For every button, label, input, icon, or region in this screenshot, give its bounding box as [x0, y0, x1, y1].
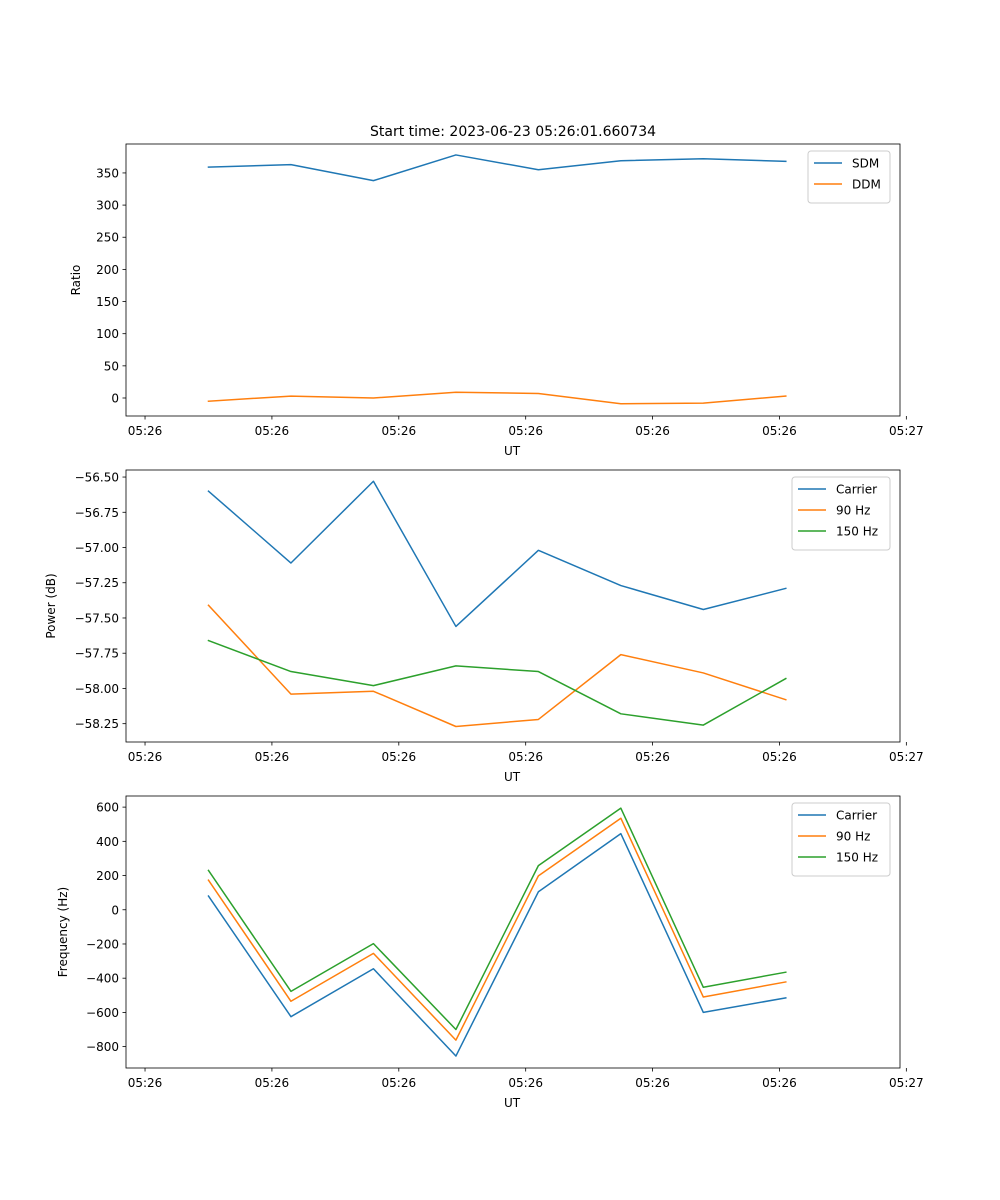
y-axis-label: Ratio	[69, 265, 83, 296]
legend-label: 150 Hz	[836, 851, 878, 865]
x-axis-label: UT	[504, 444, 521, 458]
legend-label: Carrier	[836, 483, 877, 497]
x-tick-label: 05:26	[382, 750, 417, 764]
legend-label: 150 Hz	[836, 525, 878, 539]
x-tick-label: 05:26	[255, 750, 290, 764]
series-line-90-hz	[207, 604, 787, 728]
legend: SDM DDM	[807, 150, 891, 204]
y-tick-label: −58.00	[75, 682, 119, 696]
series-line-carrier	[207, 480, 787, 628]
legend: Carrier 90 Hz 150 Hz	[791, 802, 891, 877]
figure-title: Start time: 2023-06-23 05:26:01.660734	[370, 124, 656, 140]
y-tick-label: 100	[96, 327, 119, 341]
y-tick-label: −56.50	[75, 471, 119, 485]
y-tick-label: 200	[96, 263, 119, 277]
y-tick-label: 150	[96, 295, 119, 309]
plot-frame	[125, 469, 901, 743]
legend-box	[807, 150, 891, 204]
series-line-ddm	[207, 391, 787, 405]
legend: Carrier 90 Hz 150 Hz	[791, 476, 891, 551]
y-tick-label: −57.50	[75, 611, 119, 625]
x-tick-label: 05:27	[889, 750, 924, 764]
x-axis-label: UT	[504, 1096, 521, 1110]
y-tick-label: −58.25	[75, 717, 119, 731]
y-tick-label: 400	[96, 835, 119, 849]
y-tick-label: −56.75	[75, 506, 119, 520]
x-tick-label: 05:26	[762, 424, 797, 438]
x-tick-label: 05:27	[889, 424, 924, 438]
y-axis-label: Power (dB)	[44, 573, 58, 638]
legend-label: DDM	[852, 178, 881, 192]
series-line-carrier	[207, 832, 787, 1057]
legend-label: SDM	[852, 157, 879, 171]
y-tick-label: 350	[96, 166, 119, 180]
series-line-90-hz	[207, 817, 787, 1041]
y-tick-label: 200	[96, 869, 119, 883]
y-tick-label: 50	[104, 359, 119, 373]
x-tick-label: 05:26	[128, 750, 163, 764]
x-tick-label: 05:26	[382, 424, 417, 438]
y-tick-label: −200	[86, 937, 119, 951]
chart-3: 05:26 05:26 05:26 05:26 05:26 05:26 05:27 −800 −…	[56, 795, 924, 1110]
y-tick-label: −400	[86, 972, 119, 986]
y-axis-label: Frequency (Hz)	[56, 887, 70, 978]
chart-2: 05:26 05:26 05:26 05:26 05:26 05:26 05:27 −58.2…	[44, 469, 924, 784]
x-tick-label: 05:26	[762, 750, 797, 764]
y-tick-label: −57.25	[75, 576, 119, 590]
y-tick-label: −57.00	[75, 541, 119, 555]
x-tick-label: 05:26	[382, 1076, 417, 1090]
x-tick-label: 05:26	[255, 1076, 290, 1090]
y-tick-label: −600	[86, 1006, 119, 1020]
series-line-sdm	[207, 154, 787, 182]
x-axis-label: UT	[504, 770, 521, 784]
series-line-150-hz	[207, 807, 787, 1031]
x-tick-label: 05:26	[635, 750, 670, 764]
x-tick-label: 05:26	[762, 1076, 797, 1090]
x-tick-label: 05:26	[635, 424, 670, 438]
plot-frame	[125, 143, 901, 417]
y-tick-label: 0	[111, 903, 119, 917]
x-tick-label: 05:26	[128, 1076, 163, 1090]
legend-label: 90 Hz	[836, 830, 870, 844]
y-tick-label: −800	[86, 1040, 119, 1054]
y-tick-label: 300	[96, 199, 119, 213]
plots-container: 05:26 05:26 05:26 05:26 05:26 05:26 05:27 0 50 10…	[44, 143, 924, 1110]
legend-label: 90 Hz	[836, 504, 870, 518]
x-tick-label: 05:26	[255, 424, 290, 438]
chart-1: 05:26 05:26 05:26 05:26 05:26 05:26 05:27 0 50 10…	[69, 143, 924, 458]
x-tick-label: 05:26	[635, 1076, 670, 1090]
x-tick-label: 05:26	[508, 1076, 543, 1090]
x-tick-label: 05:26	[128, 424, 163, 438]
y-tick-label: 0	[111, 391, 119, 405]
y-tick-label: 250	[96, 231, 119, 245]
series-line-150-hz	[207, 639, 787, 726]
x-tick-label: 05:26	[508, 424, 543, 438]
y-tick-label: −57.75	[75, 647, 119, 661]
legend-label: Carrier	[836, 809, 877, 823]
y-tick-label: 600	[96, 801, 119, 815]
x-tick-label: 05:27	[889, 1076, 924, 1090]
plot-frame	[125, 795, 901, 1069]
x-tick-label: 05:26	[508, 750, 543, 764]
